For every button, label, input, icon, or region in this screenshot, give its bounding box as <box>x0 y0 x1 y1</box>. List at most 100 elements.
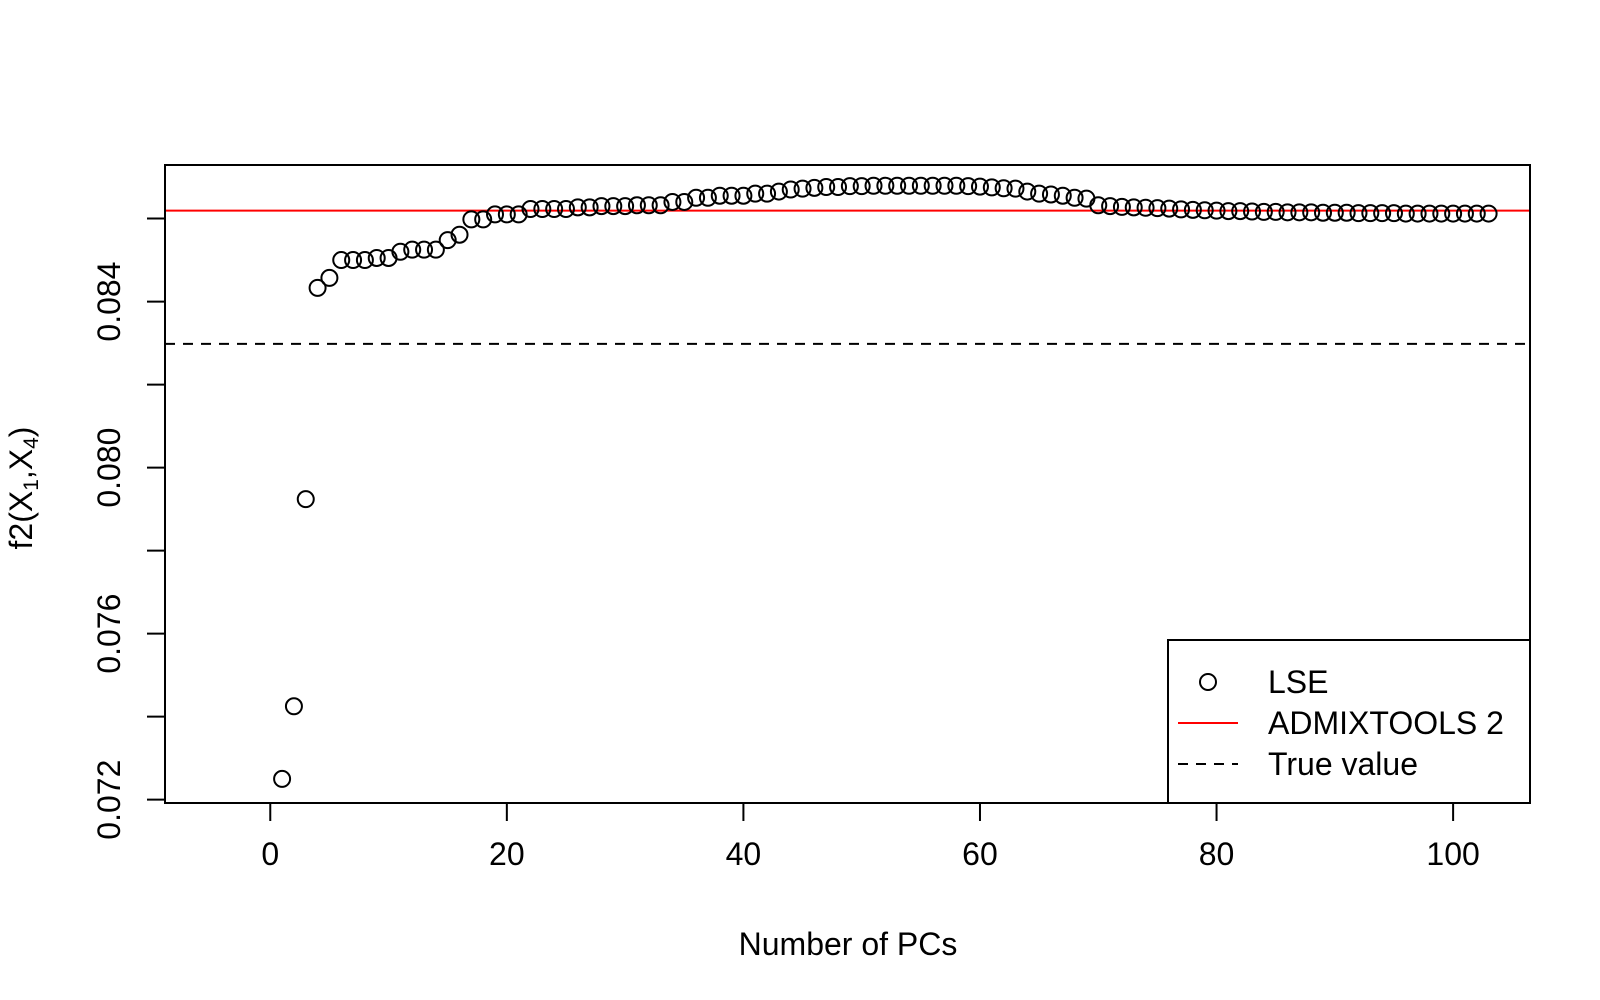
y-axis-label-end: ) <box>3 427 39 438</box>
lse-point <box>840 177 859 196</box>
lse-point <box>817 178 836 196</box>
x-tick-label: 40 <box>726 836 762 872</box>
lse-point <box>616 197 635 216</box>
lse-point <box>876 176 895 195</box>
lse-point <box>651 196 670 215</box>
lse-point <box>1254 202 1273 221</box>
lse-point <box>900 176 919 195</box>
lse-point <box>1361 204 1380 223</box>
lse-point <box>403 240 422 259</box>
lse-point <box>805 178 824 197</box>
lse-point <box>308 278 327 297</box>
lse-point <box>687 188 706 207</box>
lse-point <box>1432 204 1451 223</box>
lse-point <box>1065 188 1084 207</box>
y-axis-label: f2(X1,X4) <box>3 427 43 550</box>
y-tick-label: 0.076 <box>91 594 127 674</box>
lse-point <box>970 177 989 196</box>
lse-points <box>273 176 1498 788</box>
legend-label-true-value: True value <box>1268 746 1418 782</box>
lse-point <box>1266 202 1285 221</box>
lse-point <box>604 197 623 216</box>
lse-point <box>935 176 954 195</box>
lse-point <box>545 200 564 218</box>
lse-point <box>415 240 434 259</box>
lse-point <box>769 182 788 201</box>
lse-point <box>509 205 528 224</box>
lse-point <box>852 177 871 196</box>
lse-point <box>486 205 505 224</box>
lse-point <box>1207 201 1226 220</box>
lse-point <box>1030 184 1049 203</box>
lse-point <box>1243 202 1262 221</box>
lse-point <box>793 179 812 198</box>
legend: LSE ADMIXTOOLS 2 True value <box>1167 639 1531 804</box>
y-axis-label-sub1: 1 <box>20 479 43 491</box>
lse-point <box>438 231 457 250</box>
lse-point <box>1089 196 1108 215</box>
y-tick-label: 0.072 <box>91 760 127 840</box>
lse-point <box>1053 186 1072 205</box>
lse-point <box>1231 202 1250 221</box>
lse-point <box>592 197 611 216</box>
lse-point <box>355 251 374 270</box>
lse-point <box>710 186 729 205</box>
lse-point <box>1455 204 1474 223</box>
x-tick-label: 60 <box>962 836 998 872</box>
x-axis-label: Number of PCs <box>739 926 958 962</box>
lse-point <box>1124 198 1143 217</box>
lse-point <box>1219 202 1238 221</box>
y-axis-label-mid: ,X <box>3 449 39 479</box>
lse-point <box>1314 203 1333 222</box>
lse-point <box>344 251 363 270</box>
lse-point <box>1148 199 1167 218</box>
x-tick-label: 0 <box>261 836 279 872</box>
legend-box <box>1167 639 1531 804</box>
lse-point <box>758 184 777 203</box>
lse-point <box>698 188 717 207</box>
lse-point <box>474 210 493 229</box>
lse-point <box>663 192 682 211</box>
lse-point <box>982 178 1001 197</box>
x-tick-label: 20 <box>489 836 525 872</box>
lse-point <box>1420 204 1439 223</box>
lse-point <box>1373 204 1392 223</box>
lse-point <box>1302 203 1321 222</box>
lse-point <box>332 251 351 270</box>
lse-point <box>959 177 978 196</box>
lse-point <box>580 198 599 217</box>
lse-point <box>533 200 552 218</box>
lse-point <box>864 176 883 195</box>
lse-point <box>1325 203 1344 222</box>
x-tick-label: 100 <box>1426 836 1479 872</box>
lse-point <box>1101 197 1120 216</box>
lse-point <box>1278 203 1297 222</box>
lse-point <box>1467 204 1486 223</box>
lse-point <box>1444 204 1463 223</box>
y-axis: 0.072 0.076 0.080 0.084 <box>91 217 166 840</box>
legend-label-lse: LSE <box>1268 664 1328 700</box>
lse-point <box>273 769 292 788</box>
lse-point <box>947 176 966 195</box>
lse-point <box>1172 200 1191 219</box>
lse-point <box>627 196 646 215</box>
lse-point <box>734 186 753 205</box>
lse-point <box>462 210 481 229</box>
lse-point <box>284 697 303 716</box>
lse-point <box>1136 198 1155 217</box>
x-tick-label: 80 <box>1199 836 1235 872</box>
lse-point <box>391 242 410 261</box>
legend-lse-marker <box>1199 673 1217 691</box>
lse-point <box>994 179 1013 198</box>
lse-point <box>320 268 339 287</box>
lse-point <box>568 198 587 217</box>
lse-point <box>497 205 516 224</box>
lse-point <box>675 192 694 211</box>
lse-point <box>1290 203 1309 222</box>
lse-point <box>1396 204 1415 223</box>
lse-point <box>1384 204 1403 223</box>
lse-point <box>1018 182 1037 201</box>
y-axis-label-sub2: 4 <box>20 437 43 449</box>
lse-point <box>923 176 942 195</box>
